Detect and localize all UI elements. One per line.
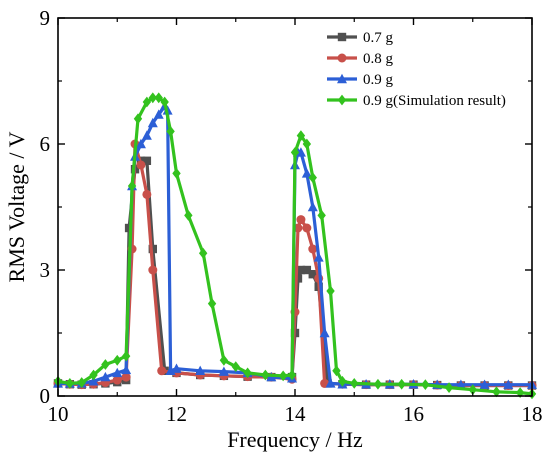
- data-point: [373, 378, 383, 390]
- data-point: [172, 168, 181, 179]
- data-point: [147, 117, 158, 128]
- data-point: [243, 367, 252, 379]
- data-point: [503, 379, 514, 389]
- data-point: [207, 298, 217, 309]
- data-point: [350, 378, 359, 389]
- data-point: [492, 386, 501, 398]
- data-point: [296, 130, 306, 141]
- data-point: [313, 252, 324, 262]
- data-point: [287, 369, 297, 381]
- legend-label: 0.9 g: [363, 72, 394, 88]
- data-point: [338, 375, 347, 387]
- data-point: [113, 354, 122, 366]
- legend-item: 0.9 g: [327, 72, 394, 88]
- x-tick-label: 16: [403, 402, 424, 426]
- data-point: [148, 92, 157, 104]
- data-point: [88, 376, 99, 386]
- data-point: [278, 370, 288, 382]
- data-point: [121, 364, 132, 375]
- data-point: [317, 210, 326, 221]
- data-point: [231, 361, 240, 372]
- data-point: [121, 350, 131, 362]
- legend-label: 0.8 g: [363, 51, 394, 67]
- data-point: [171, 363, 182, 373]
- data-point: [301, 168, 312, 178]
- x-axis-label: Frequency / Hz: [227, 427, 363, 452]
- data-point: [302, 265, 312, 275]
- data-point: [135, 138, 146, 149]
- x-tick-label: 12: [166, 402, 187, 426]
- data-point: [136, 160, 146, 170]
- x-tick-label: 18: [522, 402, 543, 426]
- data-point: [325, 378, 336, 388]
- data-point: [153, 109, 164, 119]
- data-point: [100, 371, 111, 382]
- data-point: [133, 113, 143, 125]
- data-point: [302, 138, 312, 150]
- legend-item: 0.8 g: [327, 51, 394, 67]
- data-point: [468, 384, 477, 396]
- data-point: [308, 270, 317, 279]
- y-tick-label: 9: [40, 6, 51, 30]
- data-point: [142, 156, 152, 165]
- data-point: [142, 189, 152, 199]
- legend-marker: [337, 53, 347, 63]
- y-tick-label: 3: [40, 258, 51, 282]
- data-point: [142, 96, 152, 108]
- data-point: [166, 126, 175, 137]
- data-point: [112, 367, 123, 378]
- data-point: [455, 379, 466, 389]
- data-point: [444, 382, 454, 393]
- legend: 0.7 g 0.8 g 0.9 g 0.9 g(Simulation result): [327, 30, 506, 109]
- y-tick-label: 0: [40, 384, 51, 408]
- data-point: [157, 366, 167, 376]
- x-tick-label: 10: [48, 402, 69, 426]
- data-point: [307, 201, 318, 212]
- data-point: [421, 379, 430, 391]
- x-tick-label: 14: [285, 402, 307, 426]
- legend-item: 0.9 g(Simulation result): [327, 93, 506, 109]
- data-point: [77, 377, 86, 388]
- data-point: [154, 92, 163, 104]
- legend-marker: [337, 94, 347, 106]
- series-4: [53, 92, 537, 400]
- data-point: [127, 180, 137, 192]
- data-point: [261, 369, 270, 381]
- data-point: [198, 247, 208, 259]
- data-point: [308, 244, 318, 254]
- legend-label: 0.7 g: [363, 30, 394, 46]
- data-point: [112, 375, 122, 385]
- data-point: [101, 359, 110, 370]
- data-point: [319, 327, 330, 338]
- y-tick-label: 6: [40, 132, 51, 156]
- data-point: [293, 274, 303, 283]
- data-point: [332, 365, 341, 377]
- data-point: [479, 379, 490, 389]
- legend-label: 0.9 g(Simulation result): [363, 93, 506, 109]
- y-axis-label: RMS Voltage / V: [4, 131, 29, 282]
- data-point: [160, 96, 169, 108]
- data-point: [290, 147, 300, 158]
- data-point: [121, 372, 131, 382]
- data-point: [296, 265, 306, 275]
- legend-marker: [337, 73, 347, 84]
- data-point: [218, 366, 229, 376]
- data-point: [141, 130, 152, 140]
- data-point: [65, 378, 75, 389]
- data-point: [148, 244, 157, 254]
- data-point: [219, 354, 229, 366]
- data-point: [295, 147, 306, 157]
- data-point: [397, 378, 406, 390]
- data-point: [89, 369, 98, 381]
- data-point: [195, 365, 206, 375]
- legend-item: 0.7 g: [327, 30, 394, 46]
- legend-marker: [337, 32, 347, 42]
- data-point: [308, 172, 317, 183]
- data-point: [302, 223, 312, 233]
- data-point: [148, 265, 158, 275]
- data-point: [296, 215, 306, 225]
- data-point: [184, 210, 193, 221]
- data-point: [326, 285, 335, 297]
